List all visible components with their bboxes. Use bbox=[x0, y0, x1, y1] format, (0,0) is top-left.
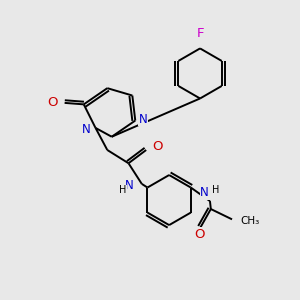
Text: O: O bbox=[48, 96, 58, 109]
Text: F: F bbox=[196, 27, 204, 40]
Text: N: N bbox=[139, 112, 148, 126]
Text: N: N bbox=[125, 179, 134, 192]
Text: N: N bbox=[82, 123, 90, 136]
Text: N: N bbox=[200, 186, 209, 199]
Text: CH₃: CH₃ bbox=[240, 216, 260, 226]
Text: O: O bbox=[194, 228, 204, 241]
Text: H: H bbox=[212, 185, 219, 196]
Text: H: H bbox=[119, 185, 126, 195]
Text: O: O bbox=[152, 140, 163, 153]
